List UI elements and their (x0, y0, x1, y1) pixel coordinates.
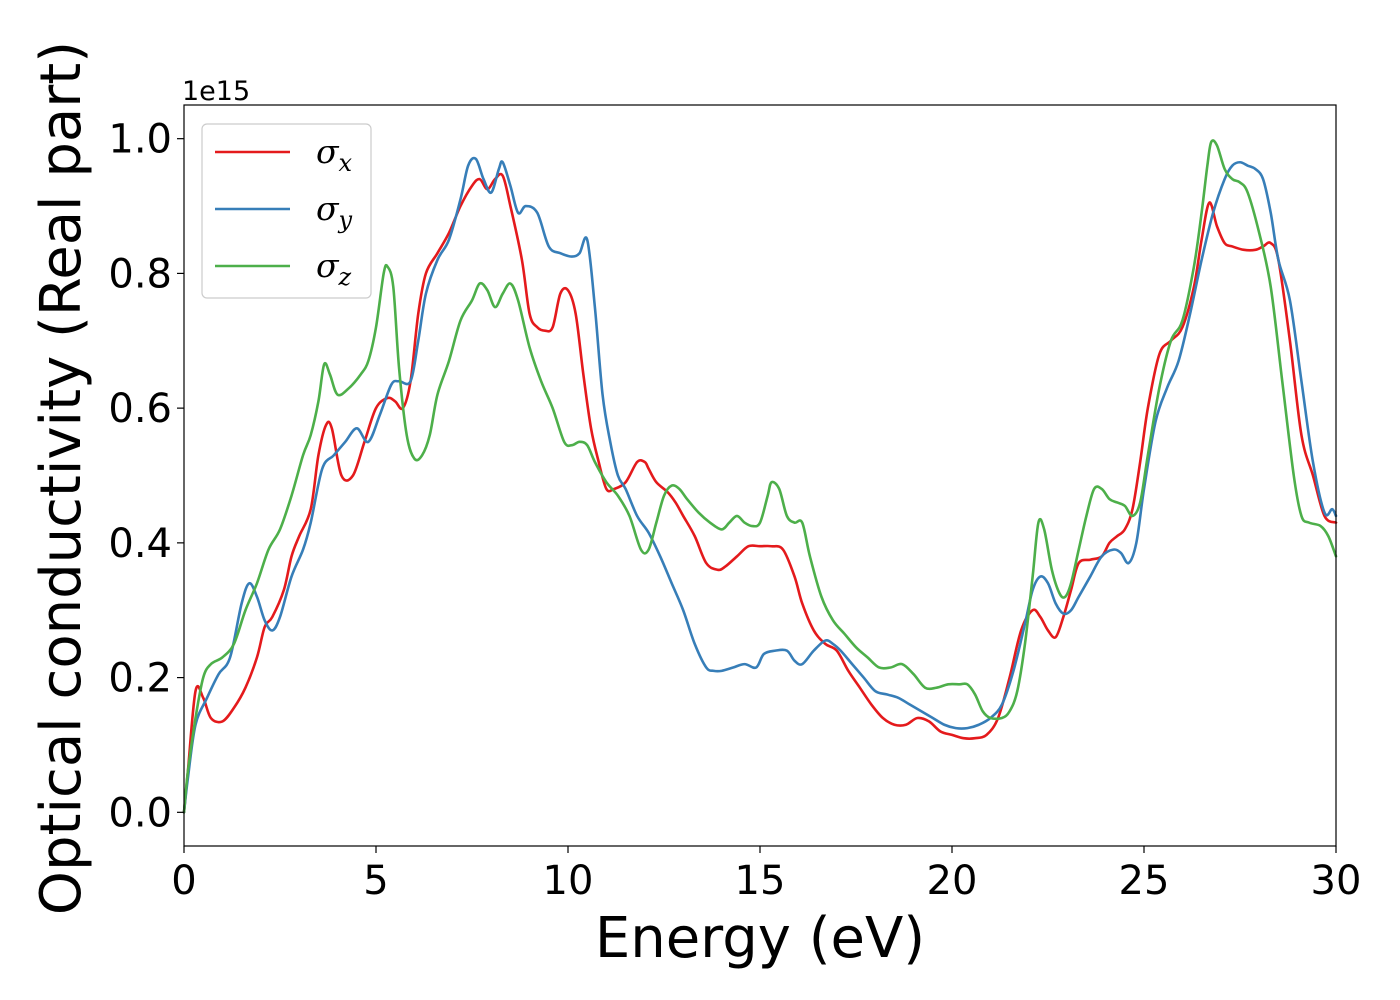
y-axis-title: Optical conductivity (Real part) (29, 41, 94, 915)
y-offset-label: 1e15 (182, 76, 250, 107)
y-tick-label: 0.8 (108, 251, 172, 297)
series-layer (182, 139, 1338, 814)
series-line-z (182, 139, 1338, 814)
legend-label-y: σy (316, 189, 353, 234)
x-tick-label: 15 (735, 858, 786, 904)
x-tick-label: 25 (1119, 858, 1170, 904)
y-tick-label: 0.0 (108, 790, 172, 836)
series-line-x (182, 172, 1338, 814)
legend-label-x: σx (316, 132, 353, 177)
y-tick-label: 1.0 (108, 117, 172, 163)
y-axis-ticks: 0.0 0.2 0.4 0.6 0.8 1.0 (108, 117, 184, 836)
x-tick-label: 10 (543, 858, 594, 904)
legend-box (201, 123, 372, 299)
y-tick-label: 0.4 (108, 521, 172, 567)
legend: σx σy σz (201, 123, 372, 299)
x-tick-label: 30 (1311, 858, 1362, 904)
y-tick-label: 0.2 (108, 656, 172, 702)
x-axis-ticks: 0 5 10 15 20 25 30 (171, 846, 1361, 904)
x-tick-label: 20 (927, 858, 978, 904)
x-axis-title: Energy (eV) (595, 906, 925, 971)
y-tick-label: 0.6 (108, 386, 172, 432)
legend-label-z: σz (316, 246, 352, 291)
series-line-y (182, 156, 1338, 814)
x-tick-label: 0 (171, 858, 196, 904)
x-tick-label: 5 (363, 858, 388, 904)
